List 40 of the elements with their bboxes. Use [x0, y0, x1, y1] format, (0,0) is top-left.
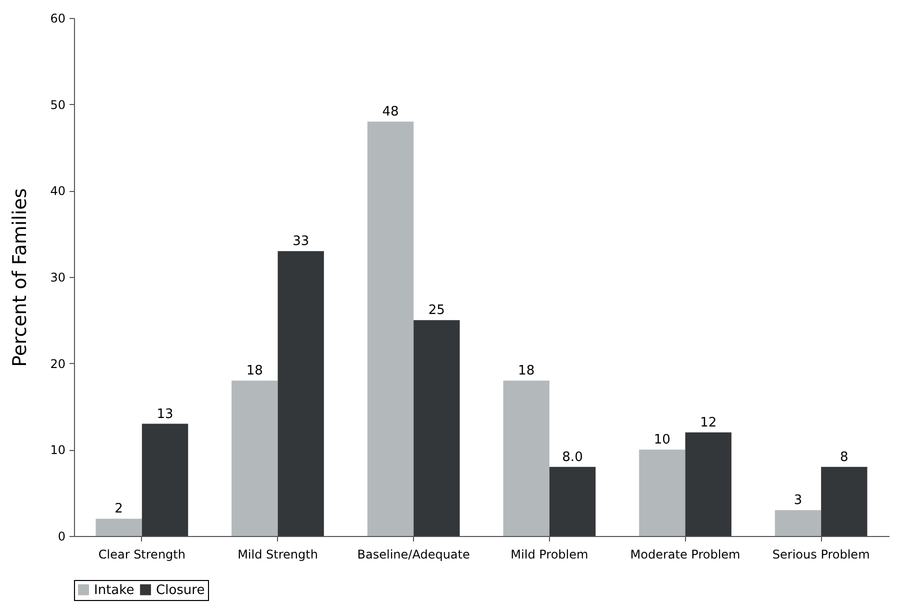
data-label: 8.0: [562, 450, 583, 465]
data-label: 8: [840, 450, 848, 465]
data-label: 3: [794, 493, 802, 508]
x-tick-label: Clear Strength: [98, 548, 186, 562]
y-tick-label: 30: [50, 270, 66, 284]
data-label: 18: [246, 364, 263, 379]
bar: [142, 424, 188, 536]
data-label: 13: [156, 406, 174, 422]
y-tick-label: 40: [50, 184, 66, 198]
bar: [774, 510, 822, 536]
bar: [414, 320, 460, 536]
y-tick-label: 0: [58, 530, 66, 544]
x-tick-label: Baseline/Adequate: [357, 548, 470, 562]
x-tick-label: Mild Strength: [238, 548, 318, 562]
x-tick-label: Moderate Problem: [630, 548, 740, 562]
data-label: 48: [382, 104, 399, 120]
y-tick-label: 10: [50, 443, 66, 458]
x-tick-label: Serious Problem: [772, 548, 870, 562]
bar: [367, 122, 414, 536]
y-tick-label: 60: [50, 12, 66, 26]
bar: [685, 432, 732, 536]
data-label: 10: [654, 432, 670, 448]
bar: [821, 466, 868, 536]
y-axis-title: Percent of Families: [9, 188, 32, 367]
bar: [639, 450, 686, 536]
legend-label: Closure: [156, 582, 205, 598]
y-tick-label: 50: [50, 98, 66, 112]
data-label: 2: [114, 502, 123, 517]
bar: [549, 466, 596, 536]
data-label: 18: [518, 364, 535, 379]
data-label: 25: [428, 303, 445, 318]
legend-label: Intake: [94, 582, 134, 598]
x-tick-label: Mild Problem: [510, 548, 588, 562]
bar: [278, 251, 324, 536]
bar: [503, 380, 550, 536]
data-label: 33: [292, 234, 310, 250]
y-tick-label: 20: [50, 356, 66, 371]
bar: [96, 518, 142, 536]
bar: [232, 380, 278, 536]
data-label: 12: [700, 415, 717, 430]
